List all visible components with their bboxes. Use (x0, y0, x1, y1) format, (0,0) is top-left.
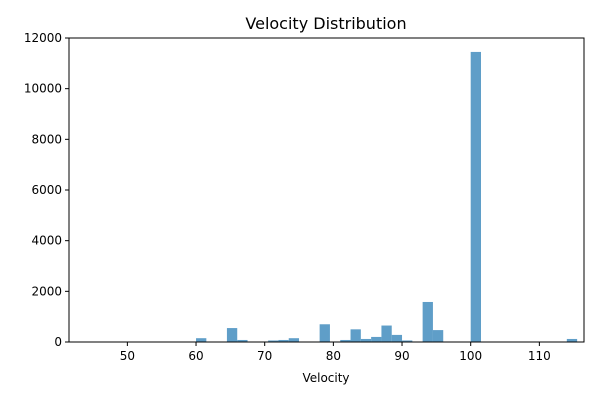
x-tick-label: 100 (459, 349, 482, 363)
histogram-bar (360, 338, 372, 342)
histogram-bar (402, 340, 413, 342)
y-tick-label: 4000 (31, 234, 62, 248)
x-ticks-group: 50 60 70 80 90 100 110 (120, 342, 551, 363)
histogram-bar (470, 51, 481, 342)
y-tick-label: 6000 (31, 183, 62, 197)
histogram-bar (340, 339, 351, 342)
histogram-bar (268, 340, 279, 342)
x-tick-label: 110 (528, 349, 551, 363)
x-axis-label: Velocity (302, 371, 349, 385)
histogram-bar (422, 301, 433, 342)
chart-title: Velocity Distribution (245, 14, 406, 33)
x-tick-label: 70 (257, 349, 272, 363)
histogram-bar (237, 339, 248, 342)
y-ticks-group: 0 2000 4000 6000 8000 10000 12000 (24, 31, 69, 349)
histogram-bar (566, 338, 578, 342)
y-tick-label: 2000 (31, 284, 62, 298)
x-tick-label: 50 (120, 349, 135, 363)
plot-frame (68, 37, 585, 343)
histogram-bar (278, 339, 289, 342)
histogram-bar (432, 330, 444, 342)
histogram-bar (391, 334, 403, 342)
y-tick-label: 12000 (24, 31, 62, 45)
histogram-bar (319, 324, 330, 342)
y-tick-label: 0 (54, 335, 62, 349)
x-tick-label: 90 (394, 349, 409, 363)
histogram-bar (381, 325, 392, 342)
y-tick-label: 8000 (31, 132, 62, 146)
y-tick-label: 10000 (24, 82, 62, 96)
histogram-bar (371, 336, 382, 342)
histogram-bar (196, 338, 207, 342)
histogram-bar (226, 328, 238, 342)
histogram-bar (288, 338, 300, 342)
bars-group (196, 51, 578, 342)
x-tick-label: 60 (188, 349, 203, 363)
histogram-bar (350, 329, 361, 342)
x-tick-label: 80 (326, 349, 341, 363)
